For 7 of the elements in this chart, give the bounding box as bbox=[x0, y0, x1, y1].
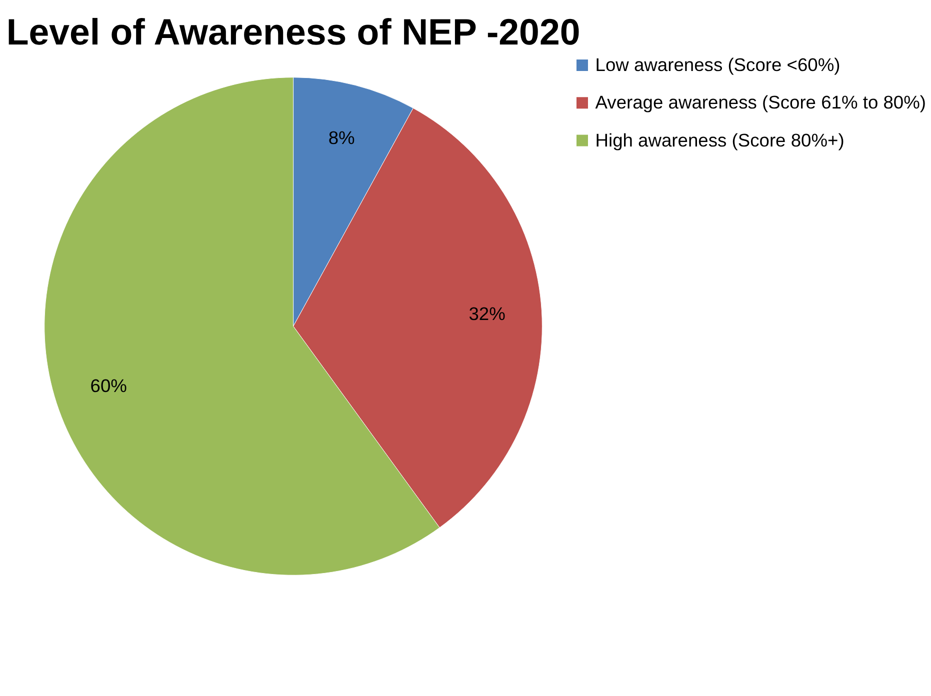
data-label: 8% bbox=[328, 127, 355, 148]
chart-title: Level of Awareness of NEP -2020 bbox=[6, 12, 580, 53]
legend-label: High awareness (Score 80%+) bbox=[595, 129, 844, 150]
data-label: 32% bbox=[468, 302, 506, 324]
legend-label: Average awareness (Score 61% to 80%) bbox=[595, 92, 926, 113]
legend-label: Low awareness (Score <60%) bbox=[595, 54, 840, 76]
data-label: 60% bbox=[90, 375, 127, 396]
